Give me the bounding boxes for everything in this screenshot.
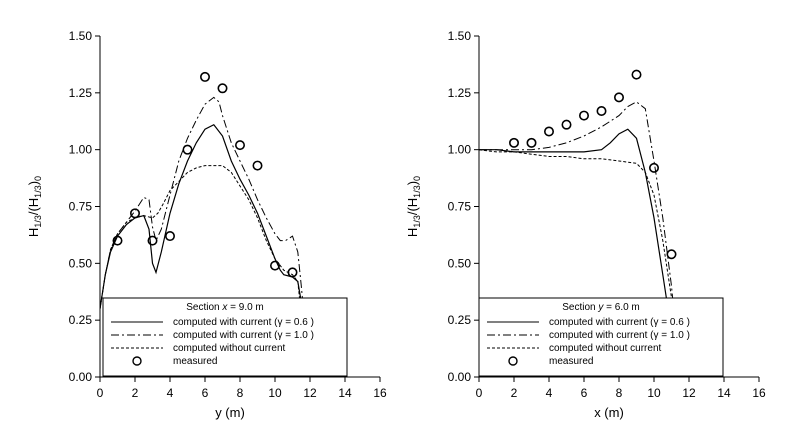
measured-point — [252, 160, 263, 171]
legend-box — [478, 297, 724, 377]
y-tick-label: 1.50 — [69, 29, 93, 43]
x-axis-label: x (m) — [594, 405, 624, 420]
legend-entry: computed with current (γ = 0.6 ) — [173, 317, 314, 328]
series-line-dashdot — [479, 101, 683, 377]
x-tick-label: 14 — [717, 386, 731, 400]
y-tick-label: 0.75 — [448, 200, 472, 214]
measured-point — [526, 137, 537, 148]
measured-point — [200, 71, 211, 82]
left-chart-panel: 0.00 0.25 0.50 0.75 1.00 1.25 1.50 0 2 4 6 8 10 12 14 1… — [26, 29, 387, 420]
measured-point — [112, 235, 123, 246]
y-tick-label: 1.25 — [448, 86, 472, 100]
y-tick-label: 0.25 — [69, 313, 93, 327]
y-axis-label: H1/3/(H1/3)0 — [405, 176, 422, 237]
measured-point — [287, 267, 298, 278]
x-tick-label: 8 — [237, 386, 244, 400]
series-line-dashed — [479, 149, 683, 377]
measured-point — [648, 162, 659, 173]
x-tick-label: 14 — [338, 386, 352, 400]
x-tick-label: 10 — [268, 386, 282, 400]
measured-point — [147, 235, 158, 246]
right-chart-panel: 0.00 0.25 0.50 0.75 1.00 1.25 1.50 0 2 4 6 8 10 12 14 1… — [405, 29, 766, 420]
x-tick-label: 4 — [167, 386, 174, 400]
measured-point — [666, 249, 677, 260]
x-tick-label: 8 — [616, 386, 623, 400]
measured-point — [217, 83, 228, 94]
measured-point — [130, 208, 141, 219]
y-tick-label: 1.50 — [448, 29, 472, 43]
legend-entry: computed with current (γ = 0.6 ) — [549, 317, 690, 328]
series-line-dashed — [100, 165, 311, 377]
y-tick-label: 0.00 — [448, 370, 472, 384]
measured-point — [182, 144, 193, 155]
x-tick-label: 2 — [511, 386, 518, 400]
x-tick-label: 12 — [303, 386, 317, 400]
y-tick-label: 0.25 — [448, 313, 472, 327]
x-tick-label: 16 — [373, 386, 387, 400]
y-tick-label: 0.50 — [69, 256, 93, 270]
y-axis-label: H1/3/(H1/3)0 — [26, 176, 43, 237]
y-tick-label: 0.00 — [69, 370, 93, 384]
series-line-solid — [479, 128, 681, 377]
measured-point — [561, 119, 572, 130]
legend-box — [102, 297, 348, 377]
legend-entry: measured — [549, 356, 593, 367]
legend-entry: computed with current (γ = 1.0 ) — [549, 330, 690, 341]
measured-point — [613, 92, 624, 103]
y-tick-label: 1.00 — [69, 143, 93, 157]
y-tick-label: 0.75 — [69, 200, 93, 214]
legend-entry: computed without current — [549, 343, 662, 354]
measured-point — [543, 126, 554, 137]
x-axis-label: y (m) — [215, 405, 245, 420]
legend-marker-icon — [508, 356, 518, 366]
x-tick-label: 12 — [682, 386, 696, 400]
measured-point — [631, 69, 642, 80]
measured-point — [596, 106, 607, 117]
measured-point — [508, 137, 519, 148]
y-tick-label: 1.25 — [69, 86, 93, 100]
legend-title: Section y = 6.0 m — [562, 302, 640, 313]
x-tick-label: 2 — [132, 386, 139, 400]
x-tick-label: 0 — [476, 386, 483, 400]
measured-point — [165, 231, 176, 242]
y-tick-label: 0.50 — [448, 256, 472, 270]
measured-point — [269, 260, 280, 271]
legend-entry: computed with current (γ = 1.0 ) — [173, 330, 314, 341]
x-tick-label: 0 — [97, 386, 104, 400]
y-tick-label: 1.00 — [448, 143, 472, 157]
x-tick-label: 16 — [752, 386, 766, 400]
measured-point — [235, 140, 246, 151]
legend-title: Section x = 9.0 m — [186, 302, 264, 313]
x-tick-label: 6 — [581, 386, 588, 400]
legend-marker-icon — [132, 356, 142, 366]
legend-entry: measured — [173, 356, 217, 367]
x-tick-label: 6 — [202, 386, 209, 400]
legend-entry: computed without current — [173, 343, 286, 354]
x-tick-label: 10 — [647, 386, 661, 400]
measured-point — [578, 110, 589, 121]
x-tick-label: 4 — [546, 386, 553, 400]
